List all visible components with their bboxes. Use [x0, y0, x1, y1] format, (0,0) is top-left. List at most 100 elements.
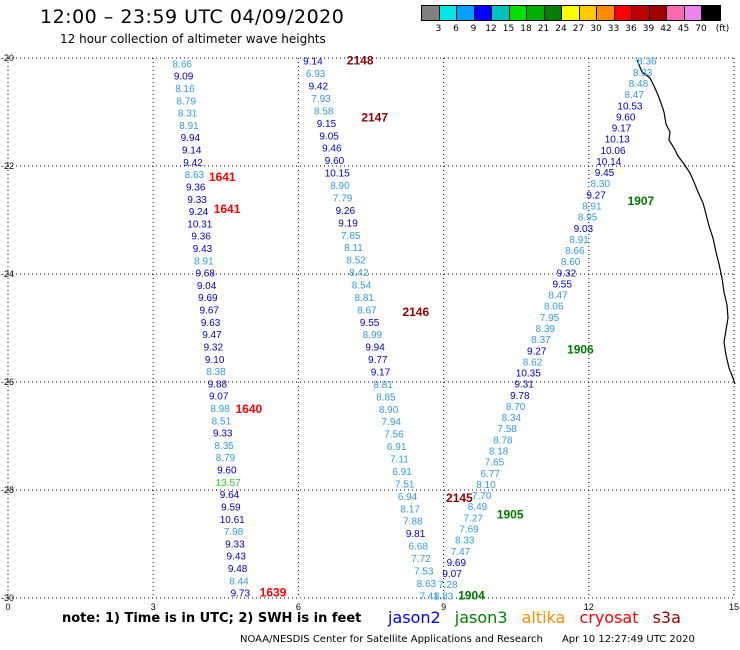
wave-height-value: 9.10 [205, 355, 225, 366]
legend-label: 70 [695, 24, 707, 34]
wave-height-value: 9.94 [365, 343, 385, 354]
wave-height-value: 9.67 [200, 306, 220, 317]
wave-height-value: 8.90 [330, 181, 350, 192]
axis-ticks: 0 3 6 9 12 15 -20 -22 -24 -26 -28 -30 [1, 53, 739, 610]
legend-swatch [544, 6, 562, 20]
wave-height-value: 9.09 [174, 72, 194, 83]
credit-timestamp: Apr 10 12:27:49 UTC 2020 [561, 634, 695, 645]
wave-height-value: 9.94 [181, 133, 201, 144]
wave-height-value: 9.42 [309, 82, 329, 93]
wave-height-value: 7.51 [395, 479, 415, 490]
legend-swatch [684, 6, 702, 20]
wave-height-value: 9.24 [189, 207, 209, 218]
legend-label: 24 [555, 24, 567, 34]
wave-height-value: 9.77 [368, 355, 388, 366]
wave-height-value: 10.14 [596, 157, 621, 168]
wave-height-value: 9.78 [510, 391, 530, 402]
wave-height-value: 10.06 [600, 146, 625, 157]
legend-label: 33 [607, 24, 620, 34]
track-jason2: 9.146.93 9.427.938.58 9.159.05 9.469.60 10.1… [303, 57, 439, 603]
wave-height-value: 7.58 [497, 424, 517, 435]
x-tick-label: 12 [584, 602, 594, 610]
y-tick-label: -24 [1, 269, 14, 279]
wave-height-value: 9.17 [612, 124, 632, 135]
wave-height-value: 8.60 [561, 257, 581, 268]
wave-height-value: 7.41 [419, 591, 439, 602]
wave-height-value: 9.04 [197, 281, 217, 292]
sat-altika: altika [521, 608, 566, 627]
wave-height-value: 9.32 [557, 268, 577, 279]
wave-height-value: 9.46 [322, 144, 342, 155]
wave-height-value: 8.39 [536, 324, 556, 335]
wave-height-value: 8.47 [624, 90, 644, 101]
wave-height-value: 9.60 [616, 112, 636, 123]
wave-height-value: 9.88 [208, 379, 228, 390]
x-tick-label: 3 [151, 602, 156, 610]
wave-height-value: 10.31 [187, 219, 212, 230]
wave-height-value: 9.36 [186, 182, 206, 193]
wave-height-value: 9.07 [209, 392, 229, 403]
legend-label: 39 [642, 24, 655, 34]
wave-height-value: 8.34 [502, 413, 522, 424]
legend-label: 18 [520, 24, 532, 34]
wave-height-value: 10.15 [325, 169, 350, 180]
legend-label: (ft) [715, 24, 730, 34]
wave-height-value: 9.60 [217, 466, 237, 477]
wave-height-value: 9.43 [193, 244, 213, 255]
wave-height-value: 8.85 [376, 392, 396, 403]
pass-label-altika: 1639 [260, 586, 287, 600]
y-tick-label: -30 [1, 593, 14, 603]
wave-height-value: 9.63 [201, 318, 221, 329]
credit-line: NOAA/NESDIS Center for Satellite Applica… [240, 634, 695, 645]
wave-height-value: 8.83 [434, 591, 454, 602]
wave-height-value: 8.30 [591, 179, 611, 190]
legend-swatch [474, 6, 492, 20]
wave-height-value: 8.38 [206, 367, 226, 378]
pass-label-altika: 1640 [235, 402, 262, 416]
wave-height-value: 8.81 [373, 380, 393, 391]
pass-label-cryosat: 2145 [446, 491, 473, 505]
wave-height-value: 9.81 [406, 529, 426, 540]
wave-height-value: 8.91 [569, 235, 589, 246]
wave-height-value: 8.62 [523, 357, 543, 368]
wave-height-value: 8.58 [314, 106, 334, 117]
pass-label-cryosat: 2146 [402, 305, 429, 319]
wave-height-value: 9.59 [221, 502, 241, 513]
wave-height-value: 9.32 [204, 342, 224, 353]
wave-height-value: 9.07 [442, 569, 462, 580]
wave-height-value: 8.91 [194, 256, 214, 267]
wave-height-value: 9.69 [447, 558, 467, 569]
wave-height-value: 9.03 [574, 224, 594, 235]
wave-height-value: 9.05 [319, 131, 339, 142]
wave-height-value: 7.53 [414, 566, 434, 577]
legend-swatch [439, 6, 457, 20]
wave-height-value: 7.70 [472, 491, 492, 502]
legend-swatch [667, 6, 685, 20]
x-tick-label: 15 [729, 602, 739, 610]
wave-height-value: 7.72 [411, 554, 431, 565]
legend-label: 12 [485, 24, 497, 34]
wave-height-value: 8.63 [417, 579, 437, 590]
legend-swatch [649, 6, 667, 20]
y-tick-label: -28 [1, 485, 14, 495]
wave-height-value: 6.91 [387, 442, 407, 453]
wave-height-value: 6.94 [398, 492, 418, 503]
wave-height-value: 7.93 [311, 94, 331, 105]
wave-height-value: 9.55 [360, 318, 380, 329]
legend-label: 9 [470, 24, 477, 34]
wave-height-value: 7.28 [438, 580, 458, 591]
wave-height-value: 8.91 [179, 121, 199, 132]
wave-height-map: 8.669.098.168.798.318.919.949.149.428.63… [1, 53, 739, 610]
wave-height-value: 9.69 [198, 293, 218, 304]
x-tick-label: 0 [5, 602, 10, 610]
wave-height-value: 8.16 [175, 84, 195, 95]
legend-swatch [422, 6, 440, 20]
wave-height-value: 8.99 [363, 330, 383, 341]
wave-height-value: 8.83 [633, 68, 653, 79]
wave-height-value: 9.27 [527, 346, 547, 357]
wave-height-value: 6.93 [306, 69, 326, 80]
wave-height-value: 8.31 [178, 109, 198, 120]
wave-height-value: 8.79 [216, 453, 236, 464]
sat-jason3: jason3 [454, 608, 508, 627]
wave-height-value: 7.94 [382, 417, 402, 428]
